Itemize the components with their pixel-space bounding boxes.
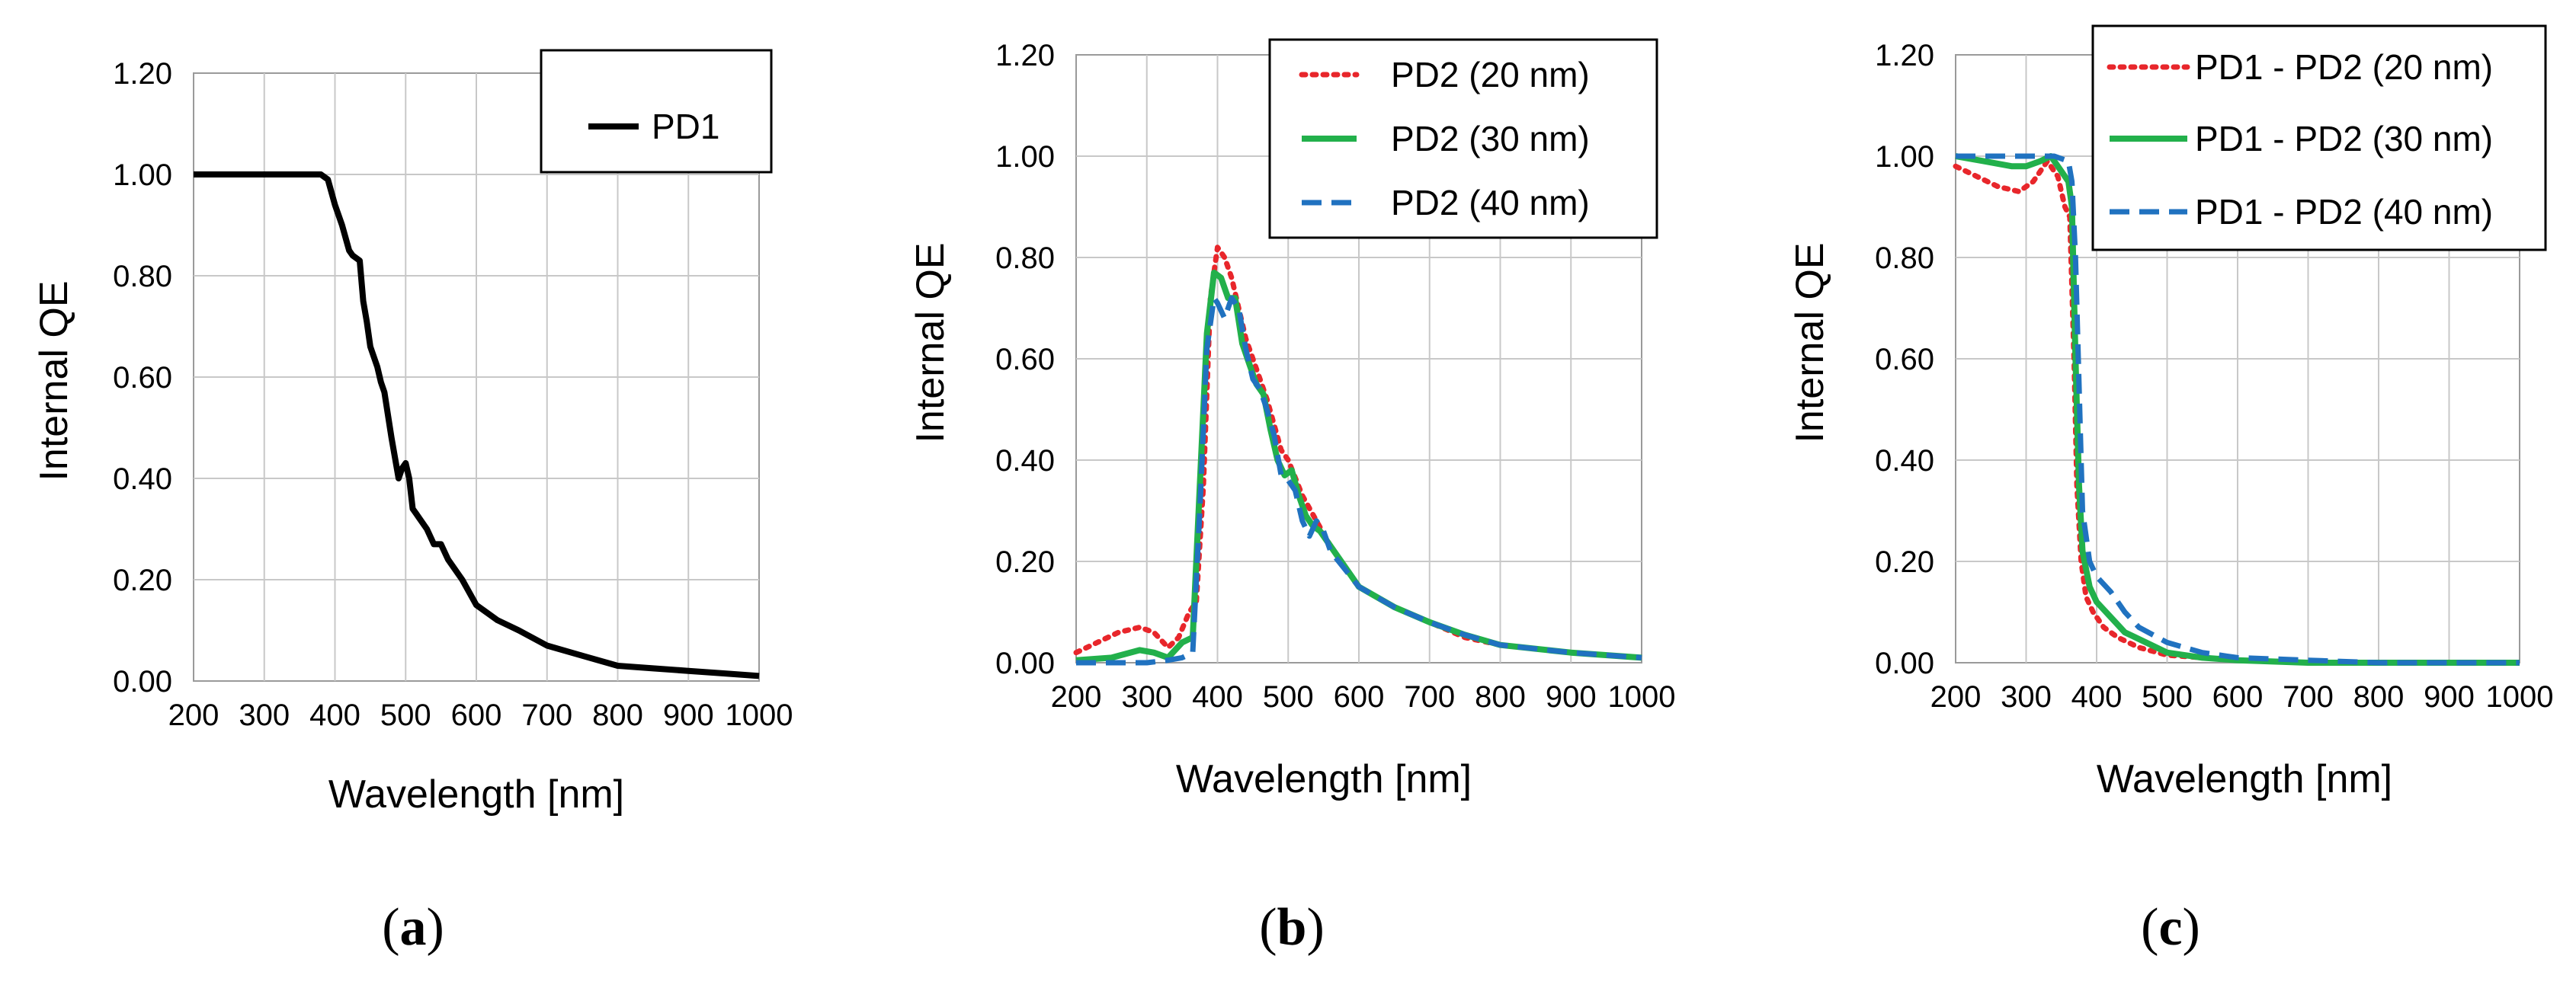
y-tick-label: 1.20 [113, 57, 172, 91]
panel-label-close: ) [2183, 898, 2200, 957]
x-tick-label: 200 [168, 699, 219, 732]
x-tick-label: 300 [239, 699, 290, 732]
chart-c: 200 300 400 500 600 700 800 900 1000 0.00 0.20 0.40… [1788, 24, 2554, 957]
legend-label-1: PD1 [652, 107, 719, 146]
y-axis-label: Internal QE [32, 280, 76, 481]
legend-label-1: PD1 - PD2 (20 nm) [2195, 47, 2493, 87]
panel-label: (c) [2141, 898, 2200, 957]
x-tick-label: 1000 [726, 699, 793, 732]
series-line-1 [194, 171, 760, 679]
x-tick-label: 300 [2001, 680, 2052, 714]
x-tick-label: 1000 [1608, 680, 1676, 714]
legend-label-1: PD2 (20 nm) [1391, 55, 1590, 94]
x-tick-label: 900 [663, 699, 714, 732]
x-tick-label: 300 [1121, 680, 1172, 714]
panel-label-close: ) [427, 898, 444, 957]
y-tick-label: 0.60 [995, 343, 1055, 376]
y-tick-label: 0.20 [995, 545, 1055, 579]
y-tick-label: 0.00 [995, 647, 1055, 680]
x-tick-label: 500 [2142, 680, 2193, 714]
panel-label-letter: c [2158, 898, 2182, 957]
y-axis-label: Internal QE [1788, 242, 1832, 443]
y-tick-label: 0.40 [1875, 444, 1934, 478]
y-tick-label: 0.60 [1875, 343, 1934, 376]
x-tick-label: 600 [2212, 680, 2264, 714]
chart-b: 200 300 400 500 600 700 800 900 1000 0.00 0.20 0.40… [908, 38, 1676, 957]
y-tick-label: 0.20 [1875, 545, 1934, 579]
x-axis-label: Wavelength [nm] [2097, 757, 2392, 801]
legend-label-3: PD2 (40 nm) [1391, 183, 1590, 222]
panel-label: (b) [1259, 898, 1325, 957]
x-tick-label: 500 [380, 699, 431, 732]
y-tick-label: 0.00 [113, 665, 172, 699]
y-tick-label: 0.80 [995, 241, 1055, 275]
legend: PD1 - PD2 (20 nm) PD1 - PD2 (30 nm) PD1 - … [2091, 24, 2547, 251]
panel-label: (a) [382, 898, 444, 957]
x-tick-label: 600 [451, 699, 502, 732]
x-tick-label: 1000 [2486, 680, 2554, 714]
y-tick-label: 0.80 [1875, 241, 1934, 275]
y-tick-label: 0.40 [113, 462, 172, 496]
x-tick-label: 400 [1192, 680, 1243, 714]
x-tick-label: 900 [1546, 680, 1597, 714]
series-line-3 [1076, 295, 1642, 666]
y-tick-label: 1.00 [113, 158, 172, 192]
y-tick-label: 1.00 [995, 140, 1055, 174]
legend: PD1 [540, 49, 773, 174]
x-tick-label: 900 [2424, 680, 2475, 714]
x-tick-label: 400 [309, 699, 360, 732]
panel-label-letter: b [1277, 898, 1307, 957]
chart-a: 200 300 400 500 600 700 800 900 1000 0.00 0.20 0.40… [32, 49, 793, 957]
panel-label-open: ( [382, 898, 399, 957]
legend-label-2: PD2 (30 nm) [1391, 119, 1590, 158]
x-tick-label: 200 [1051, 680, 1102, 714]
x-axis-label: Wavelength [nm] [328, 772, 624, 817]
panel-label-open: ( [2141, 898, 2158, 957]
x-axis-label: Wavelength [nm] [1176, 757, 1472, 801]
panel-label-open: ( [1259, 898, 1277, 957]
x-tick-label: 800 [2353, 680, 2405, 714]
x-tick-label: 500 [1263, 680, 1314, 714]
y-tick-label: 1.20 [1875, 39, 1934, 72]
series-line-3 [1956, 153, 2520, 666]
y-tick-label: 0.60 [113, 361, 172, 395]
x-tick-label: 700 [521, 699, 572, 732]
legend: PD2 (20 nm) PD2 (30 nm) PD2 (40 nm) [1268, 38, 1658, 239]
x-tick-label: 700 [1404, 680, 1455, 714]
x-tick-label: 800 [1475, 680, 1526, 714]
y-tick-label: 1.00 [1875, 140, 1934, 174]
x-tick-label: 200 [1930, 680, 1982, 714]
legend-label-3: PD1 - PD2 (40 nm) [2195, 192, 2493, 232]
x-tick-label: 800 [592, 699, 643, 732]
x-tick-label: 400 [2071, 680, 2123, 714]
y-tick-label: 0.80 [113, 260, 172, 293]
legend-label-2: PD1 - PD2 (30 nm) [2195, 119, 2493, 158]
x-tick-label: 700 [2283, 680, 2334, 714]
y-tick-label: 0.00 [1875, 647, 1934, 680]
x-tick-label: 600 [1334, 680, 1385, 714]
y-tick-label: 0.20 [113, 564, 172, 597]
y-axis-label: Internal QE [908, 242, 953, 443]
y-tick-label: 1.20 [995, 39, 1055, 72]
panel-label-close: ) [1306, 898, 1324, 957]
legend-box [540, 49, 773, 174]
panel-label-letter: a [400, 898, 427, 957]
y-tick-label: 0.40 [995, 444, 1055, 478]
